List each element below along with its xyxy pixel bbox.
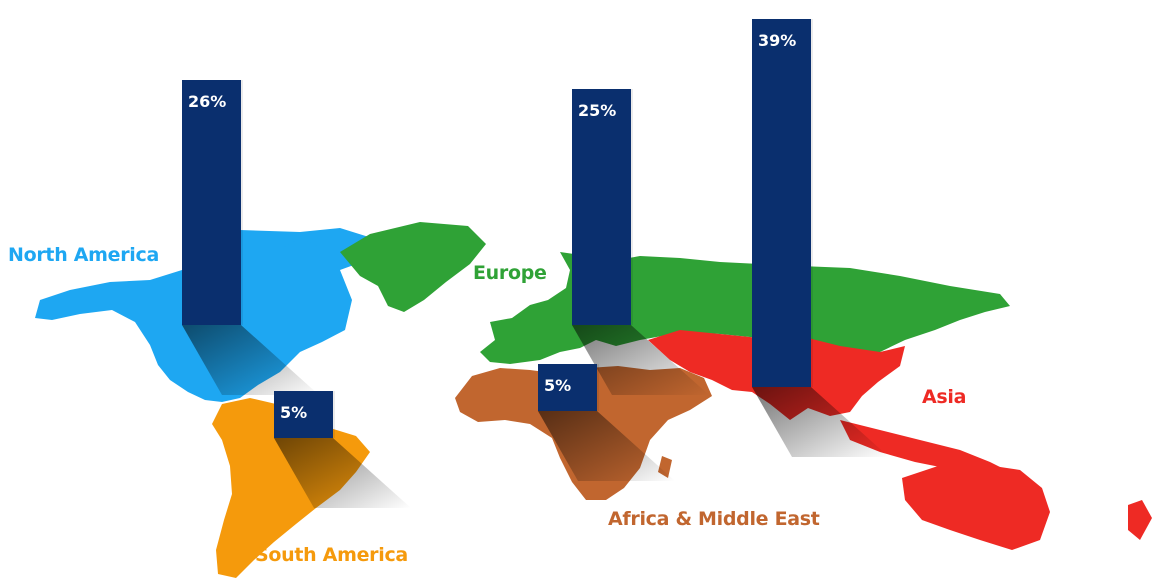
bar-shadow-south-america — [274, 438, 411, 508]
bar-shadow-north-america — [182, 325, 319, 395]
bar-europe — [572, 89, 631, 325]
region-label-north-america: North America — [8, 244, 160, 266]
bar-shadow-europe — [572, 325, 709, 395]
bar-value-label-north-america: 26% — [188, 92, 227, 111]
region-label-africa-middle-east: Africa & Middle East — [608, 508, 820, 530]
bar-value-label-south-america: 5% — [280, 403, 308, 422]
bar-asia — [752, 19, 811, 387]
bar-shadow-africa-and-middle-east — [538, 411, 675, 481]
bar-value-label-asia: 39% — [758, 31, 797, 50]
bar-value-label-europe: 25% — [578, 101, 617, 120]
bar-shadow-asia — [752, 387, 889, 457]
bar-shadows — [182, 325, 889, 508]
bar-africa-and-middle-east — [538, 364, 597, 411]
bar-value-label-africa-and-middle-east: 5% — [544, 376, 572, 395]
bar-south-america — [274, 391, 333, 438]
region-label-asia: Asia — [922, 386, 967, 408]
region-label-europe: Europe — [473, 262, 547, 284]
region-label-south-america: South America — [255, 544, 408, 566]
bar-north-america — [182, 80, 241, 325]
